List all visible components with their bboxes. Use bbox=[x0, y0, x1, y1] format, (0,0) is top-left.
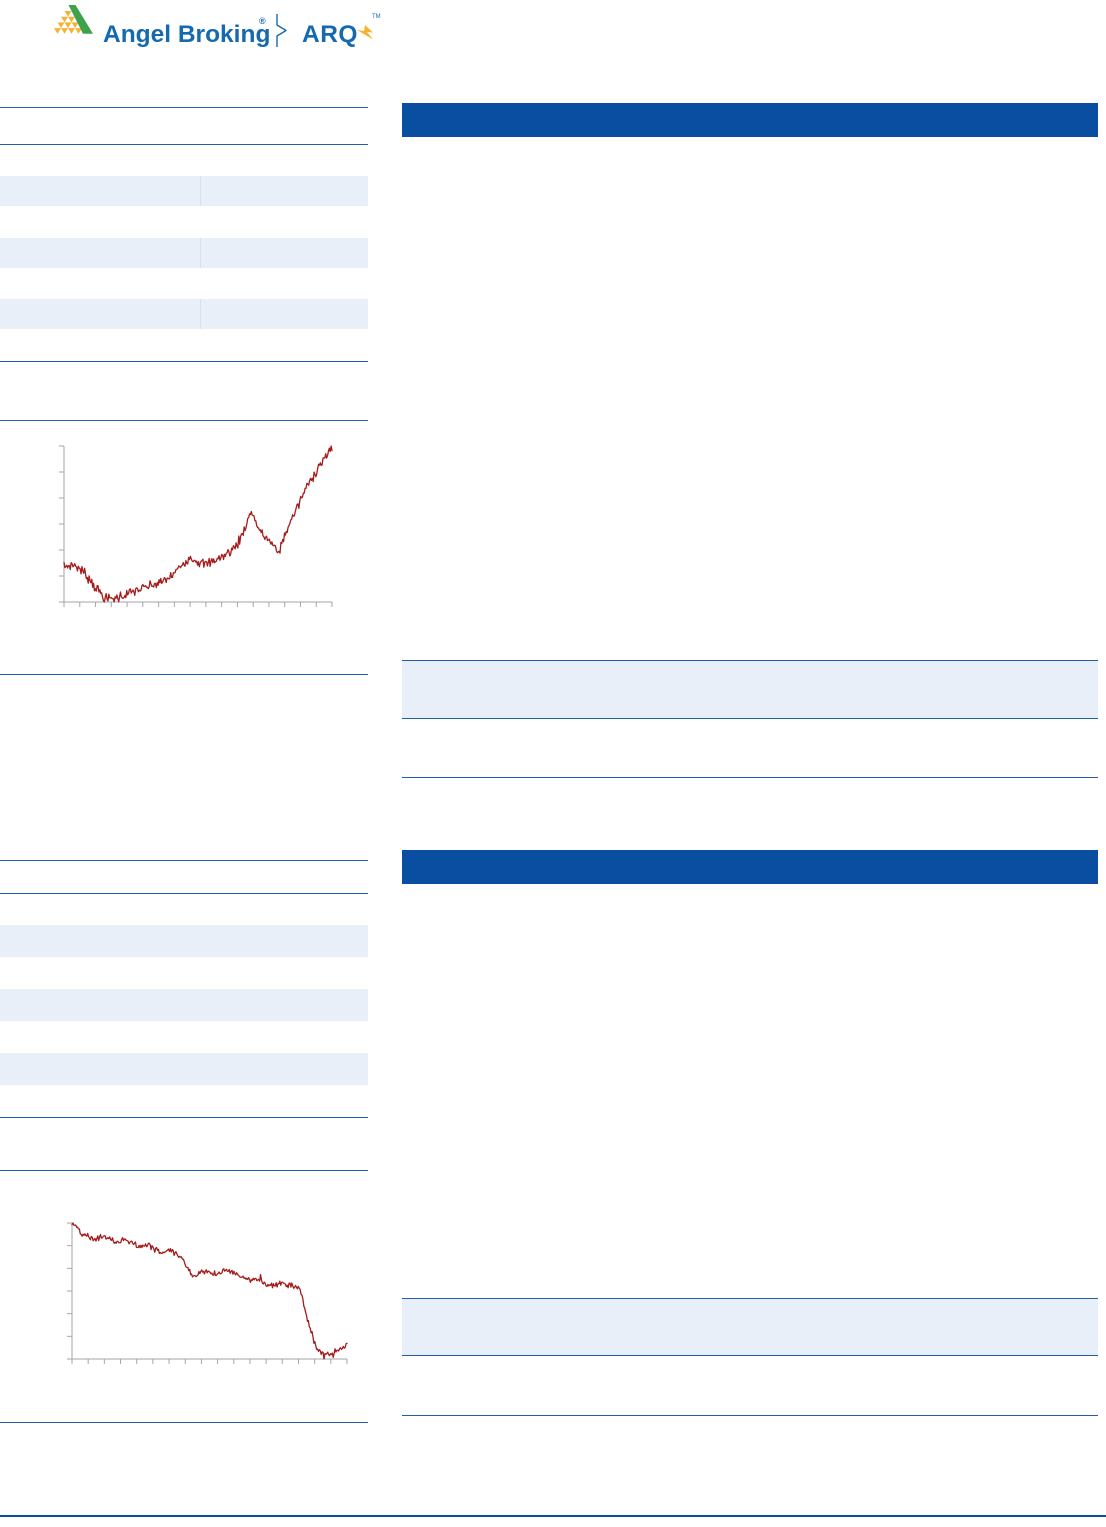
svg-text:Angel Broking: Angel Broking bbox=[103, 21, 270, 48]
svg-text:ARQ: ARQ bbox=[302, 21, 358, 48]
svg-text:TM: TM bbox=[372, 14, 381, 20]
svg-text:®: ® bbox=[259, 16, 266, 26]
